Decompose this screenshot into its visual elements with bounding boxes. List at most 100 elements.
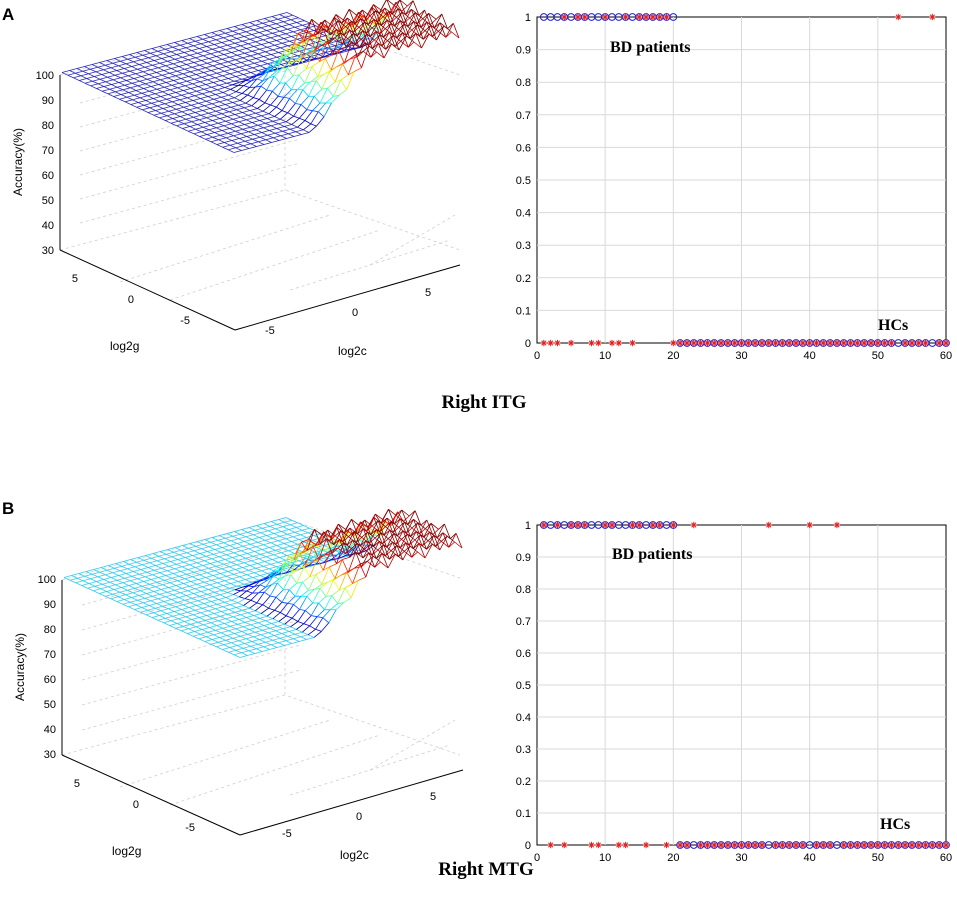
- predicted-label-point: [745, 841, 752, 849]
- mesh-line: [279, 555, 288, 558]
- mesh-line: [300, 534, 307, 538]
- mesh-line: [259, 637, 267, 640]
- mesh-line: [263, 646, 270, 650]
- mesh-line: [145, 100, 152, 104]
- mesh-line: [309, 549, 316, 553]
- mesh-line: [217, 641, 225, 646]
- mesh-line: [279, 557, 286, 561]
- mesh-line: [91, 64, 98, 68]
- mesh-line: [182, 623, 191, 627]
- mesh-line: [191, 617, 200, 620]
- mesh-line: [266, 116, 275, 119]
- mesh-line: [214, 549, 221, 553]
- mesh-line: [202, 584, 211, 588]
- mesh-line: [380, 509, 389, 524]
- mesh-line: [145, 553, 153, 556]
- surface-box-b: [61, 517, 461, 806]
- mesh-line: [133, 78, 140, 82]
- mesh-line: [144, 48, 153, 51]
- mesh-line: [61, 70, 70, 73]
- mesh-line: [170, 559, 178, 562]
- y-tick: 5: [74, 778, 80, 790]
- mesh-line: [192, 576, 199, 580]
- mesh-line: [201, 548, 208, 552]
- mesh-line: [241, 548, 249, 552]
- mesh-line: [205, 82, 214, 85]
- mesh-line: [281, 633, 288, 637]
- mesh-line: [208, 58, 215, 62]
- mesh-line: [319, 581, 328, 589]
- mesh-line: [301, 527, 310, 531]
- mesh-line: [272, 30, 281, 34]
- mesh-line: [165, 80, 174, 83]
- mesh-line: [238, 48, 247, 51]
- mesh-line: [226, 531, 235, 534]
- mesh-line: [226, 28, 233, 32]
- mesh-line: [204, 558, 212, 562]
- mesh-line: [138, 100, 146, 103]
- mesh-line: [270, 104, 277, 108]
- mesh-line: [392, 0, 401, 15]
- mesh-line: [258, 139, 266, 143]
- mesh-line: [149, 603, 157, 606]
- mesh-line: [228, 585, 237, 589]
- mesh-line: [253, 532, 261, 536]
- mesh-line: [194, 93, 203, 97]
- mesh-line: [236, 126, 243, 130]
- mesh-line: [315, 80, 323, 90]
- mesh-line: [232, 84, 239, 86]
- mesh-line: [243, 72, 251, 75]
- mesh-line: [259, 48, 266, 53]
- mesh-line: [248, 146, 257, 149]
- mesh-line: [251, 539, 258, 543]
- mesh-line: [211, 101, 220, 105]
- mesh-line: [190, 559, 198, 564]
- mesh-line: [354, 524, 363, 536]
- mesh-line: [217, 580, 225, 584]
- mesh-line: [283, 19, 292, 23]
- mesh-line: [220, 63, 227, 67]
- mesh-line: [276, 97, 285, 108]
- mesh-line: [182, 128, 189, 132]
- mesh-line: [276, 543, 285, 546]
- mesh-line: [185, 616, 192, 620]
- mesh-line: [154, 91, 163, 95]
- predicted-label-point: [772, 841, 779, 849]
- mesh-line: [246, 617, 253, 621]
- x-tick-label: 50: [872, 350, 884, 362]
- predicted-label-point: [792, 339, 800, 347]
- mesh-line: [168, 92, 176, 95]
- mesh-line: [227, 61, 234, 65]
- mesh-line: [130, 578, 138, 582]
- mesh-line: [271, 62, 278, 65]
- mesh-line: [252, 553, 261, 557]
- mesh-line: [106, 60, 113, 64]
- mesh-line: [167, 549, 174, 553]
- mesh-line: [273, 573, 282, 577]
- mesh-line: [263, 37, 271, 41]
- mesh-line: [287, 596, 296, 604]
- mesh-line: [256, 78, 263, 82]
- mesh-line: [205, 555, 212, 560]
- mesh-line: [119, 96, 127, 100]
- mesh-line: [386, 19, 394, 35]
- mesh-line: [237, 623, 244, 628]
- mesh-line: [141, 76, 148, 80]
- mesh-line: [334, 530, 342, 537]
- predicted-label-point: [649, 13, 657, 21]
- mesh-line: [192, 83, 199, 87]
- mesh-line: [195, 567, 202, 571]
- mesh-line: [114, 58, 121, 62]
- mesh-line: [194, 95, 201, 99]
- mesh-line: [286, 553, 295, 556]
- mesh-line: [233, 47, 240, 51]
- mesh-line: [218, 599, 225, 603]
- mesh-line: [384, 550, 392, 557]
- mesh-line: [253, 534, 260, 538]
- mesh-line: [452, 23, 460, 39]
- mesh-line: [175, 627, 182, 632]
- mesh-line: [282, 130, 289, 135]
- mesh-line: [343, 29, 350, 36]
- mesh-line: [252, 136, 261, 140]
- mesh-line: [230, 538, 239, 542]
